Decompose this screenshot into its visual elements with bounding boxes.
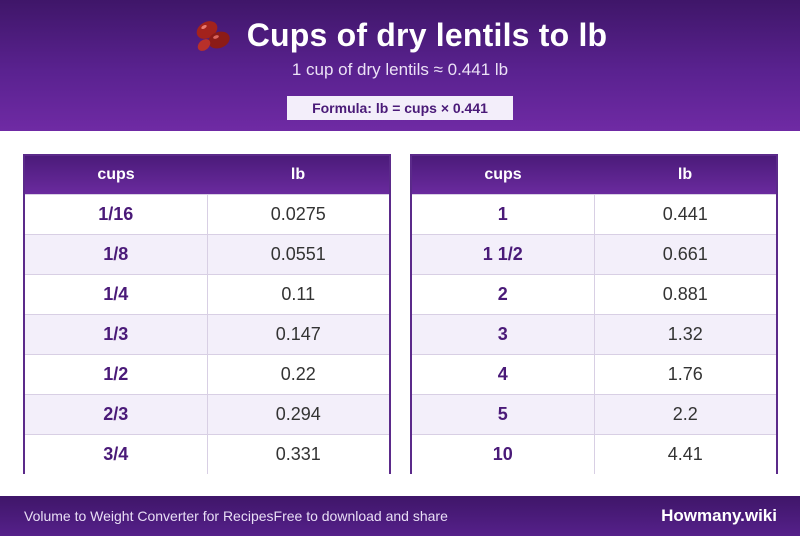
- conversion-subtitle: 1 cup of dry lentils ≈ 0.441 lb: [291, 60, 509, 79]
- table-row: 1 0.441: [412, 194, 776, 234]
- table-row: 1/3 0.147: [25, 314, 389, 354]
- lb-cell: 0.11: [281, 284, 316, 304]
- table-row: 3 1.32: [412, 314, 776, 354]
- cups-cell: 2/3: [25, 395, 208, 434]
- lb-cell: 4.41: [667, 444, 703, 464]
- cups-cell: 3: [412, 315, 595, 354]
- brand-logo[interactable]: Howmany.wiki: [661, 506, 777, 525]
- lb-cell: 2.2: [672, 404, 698, 424]
- cups-cell: 1 1/2: [412, 235, 595, 274]
- table-row: 4 1.76: [412, 354, 776, 394]
- table-header: cups lb: [25, 156, 389, 194]
- lb-cell: 0.294: [275, 404, 321, 424]
- cups-cell: 1: [412, 195, 595, 234]
- lb-cell: 1.76: [667, 364, 703, 384]
- cups-cell: 2: [412, 275, 595, 314]
- table-row: 1/2 0.22: [25, 354, 389, 394]
- lb-cell: 0.0551: [270, 244, 326, 264]
- cups-cell: 10: [412, 435, 595, 474]
- table-row: 1/16 0.0275: [25, 194, 389, 234]
- column-header-lb: lb: [677, 166, 693, 183]
- lb-cell: 0.661: [662, 244, 708, 264]
- table-row: 1/4 0.11: [25, 274, 389, 314]
- lb-cell: 1.32: [667, 324, 703, 344]
- column-header-cups: cups: [97, 166, 135, 183]
- table-row: 1/8 0.0551: [25, 234, 389, 274]
- title-row: Cups of dry lentils to lb: [0, 14, 800, 56]
- lb-cell: 0.22: [280, 364, 316, 384]
- conversion-table-right: cups lb 1 0.441 1 1/2 0.661 2 0.881 3 1.32 4…: [410, 154, 778, 474]
- lb-cell: 0.0275: [270, 204, 326, 224]
- cups-cell: 5: [412, 395, 595, 434]
- footer-text: Volume to Weight Converter for RecipesFr…: [24, 496, 448, 536]
- table-row: 2 0.881: [412, 274, 776, 314]
- beans-icon: [196, 21, 230, 51]
- cups-cell: 1/2: [25, 355, 208, 394]
- cups-cell: 1/8: [25, 235, 208, 274]
- table-row: 3/4 0.331: [25, 434, 389, 474]
- table-row: 10 4.41: [412, 434, 776, 474]
- column-header-cups: cups: [484, 166, 522, 183]
- cups-cell: 1/3: [25, 315, 208, 354]
- lb-cell: 0.147: [275, 324, 321, 344]
- footer-left-text: Volume to Weight Converter for Recipes: [24, 508, 274, 524]
- table-row: 2/3 0.294: [25, 394, 389, 434]
- lb-cell: 0.331: [275, 444, 321, 464]
- cups-cell: 1/4: [25, 275, 208, 314]
- formula-badge: Formula: lb = cups × 0.441: [287, 96, 513, 120]
- header: Cups of dry lentils to lb 1 cup of dry l…: [0, 0, 800, 131]
- lb-cell: 0.441: [662, 204, 708, 224]
- conversion-table-left: cups lb 1/16 0.0275 1/8 0.0551 1/4 0.11 1/3…: [23, 154, 391, 474]
- lb-cell: 0.881: [662, 284, 708, 304]
- table-header: cups lb: [412, 156, 776, 194]
- cups-cell: 3/4: [25, 435, 208, 474]
- footer-middle-text: Free to download and share: [273, 508, 448, 524]
- column-header-lb: lb: [290, 166, 306, 183]
- cups-cell: 1/16: [25, 195, 208, 234]
- page-title: Cups of dry lentils to lb: [246, 16, 608, 53]
- footer: Volume to Weight Converter for RecipesFr…: [0, 496, 800, 536]
- table-row: 5 2.2: [412, 394, 776, 434]
- table-row: 1 1/2 0.661: [412, 234, 776, 274]
- cups-cell: 4: [412, 355, 595, 394]
